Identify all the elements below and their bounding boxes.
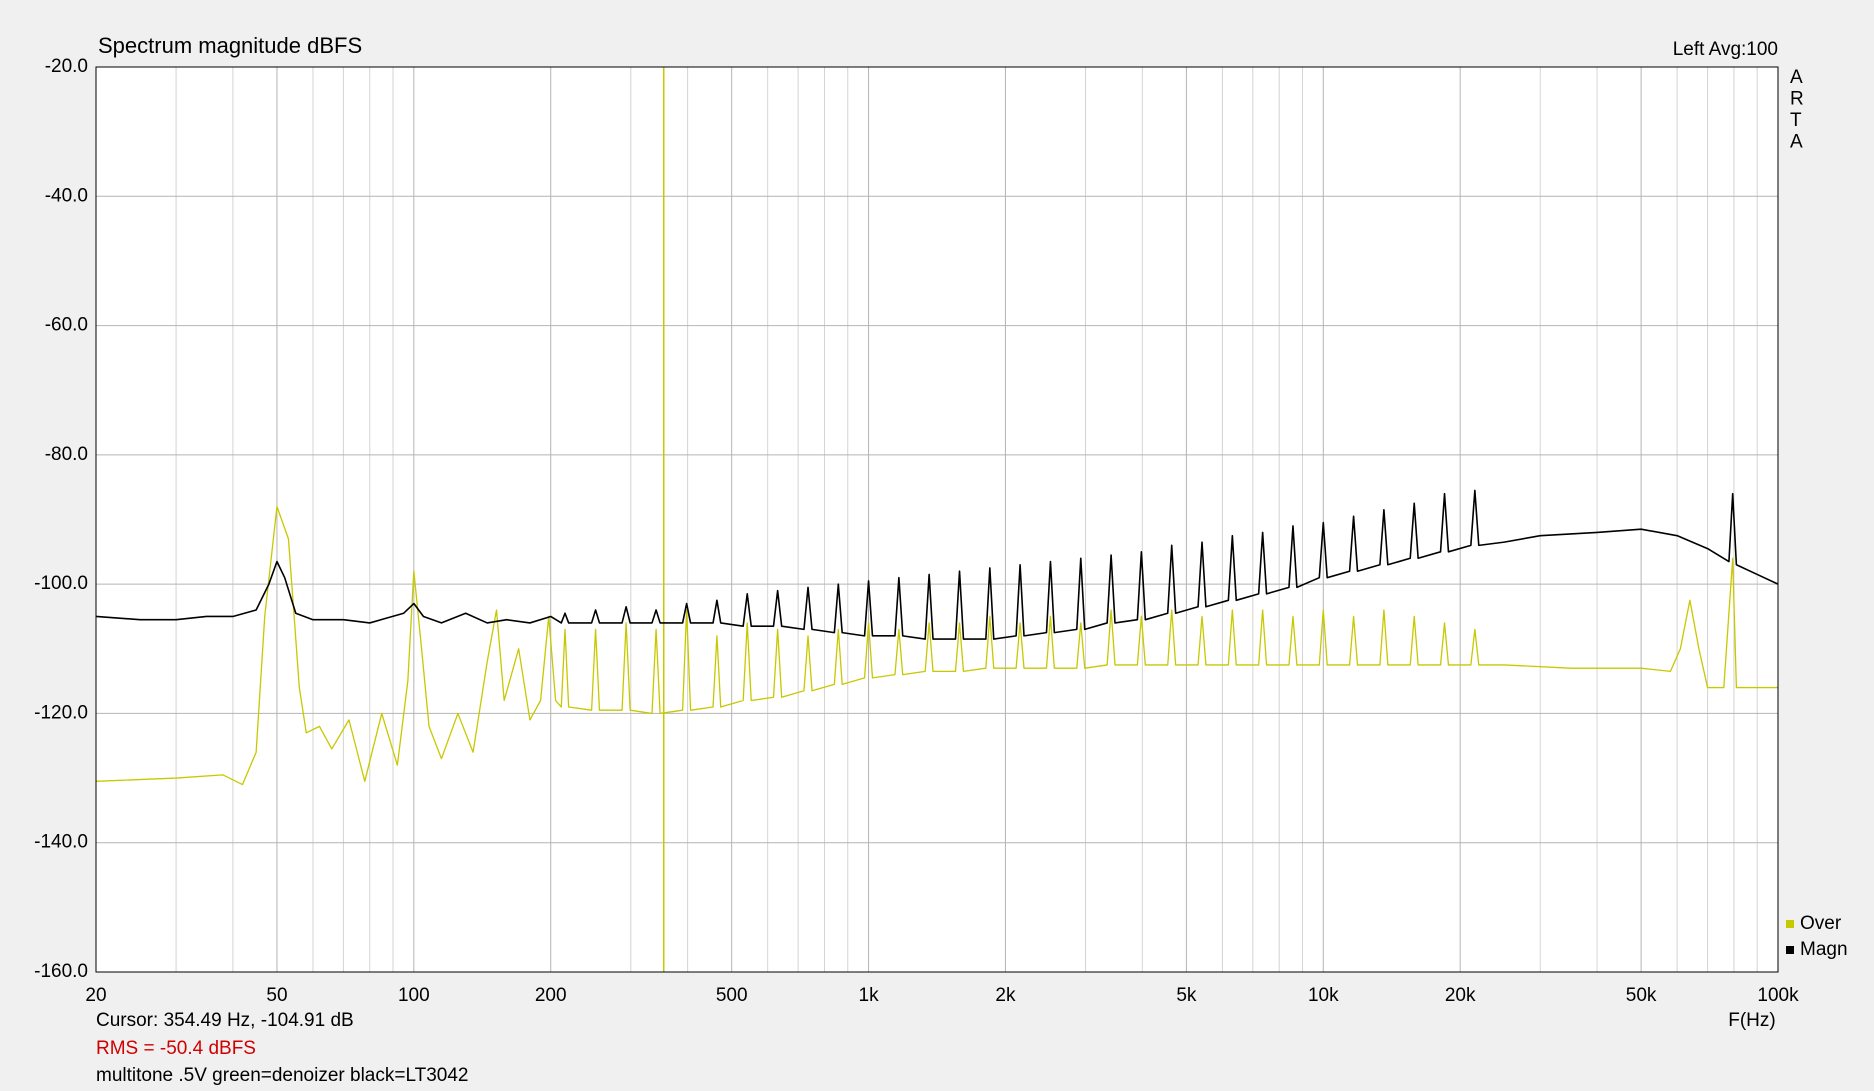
x-tick-label: 10k [1308, 985, 1339, 1006]
side-label-letter: A [1790, 67, 1803, 88]
side-label-letter: R [1790, 89, 1804, 110]
y-tick-label: -100.0 [34, 573, 88, 594]
rms-readout: RMS = -50.4 dBFS [96, 1038, 256, 1059]
series-lines [95, 489, 1779, 786]
grid [95, 66, 1779, 973]
legend-swatch [1786, 946, 1794, 954]
x-tick-label: 500 [716, 985, 748, 1006]
header-right: Left Avg:100 [1673, 39, 1778, 60]
legend-label: Over [1800, 913, 1842, 934]
legend-label: Magn [1800, 939, 1848, 960]
x-tick-label: 1k [859, 985, 880, 1006]
chart-title: Spectrum magnitude dBFS [98, 33, 362, 58]
series-line [95, 489, 1779, 640]
x-tick-label: 200 [535, 985, 567, 1006]
y-tick-label: -140.0 [34, 832, 88, 853]
legend-swatch [1786, 920, 1794, 928]
note: multitone .5V green=denoizer black=LT304… [96, 1065, 469, 1086]
y-tick-label: -80.0 [45, 444, 88, 465]
series-line [95, 505, 1778, 786]
x-tick-label: 20 [85, 985, 106, 1006]
plot-area [95, 66, 1779, 973]
y-tick-label: -160.0 [34, 961, 88, 982]
side-label-letter: A [1790, 132, 1803, 153]
x-tick-label: 20k [1445, 985, 1476, 1006]
labels: 20 50 100 200 500 1k 2k 5k 10k 20k 50k 100k -20.0 -40… [34, 56, 1847, 1006]
x-tick-label: 50k [1626, 985, 1657, 1006]
x-tick-label: 5k [1176, 985, 1197, 1006]
y-tick-label: -40.0 [45, 185, 88, 206]
x-tick-label: 2k [995, 985, 1016, 1006]
y-tick-label: -120.0 [34, 702, 88, 723]
side-label-letter: T [1790, 110, 1802, 131]
cursor-readout: Cursor: 354.49 Hz, -104.91 dB [96, 1010, 354, 1031]
x-tick-label: 100 [398, 985, 430, 1006]
x-tick-label: 100k [1757, 985, 1799, 1006]
y-tick-label: -20.0 [45, 56, 88, 77]
x-axis-label: F(Hz) [1728, 1010, 1775, 1031]
y-tick-label: -60.0 [45, 315, 88, 336]
plot-frame [95, 66, 1779, 973]
x-tick-label: 50 [266, 985, 287, 1006]
